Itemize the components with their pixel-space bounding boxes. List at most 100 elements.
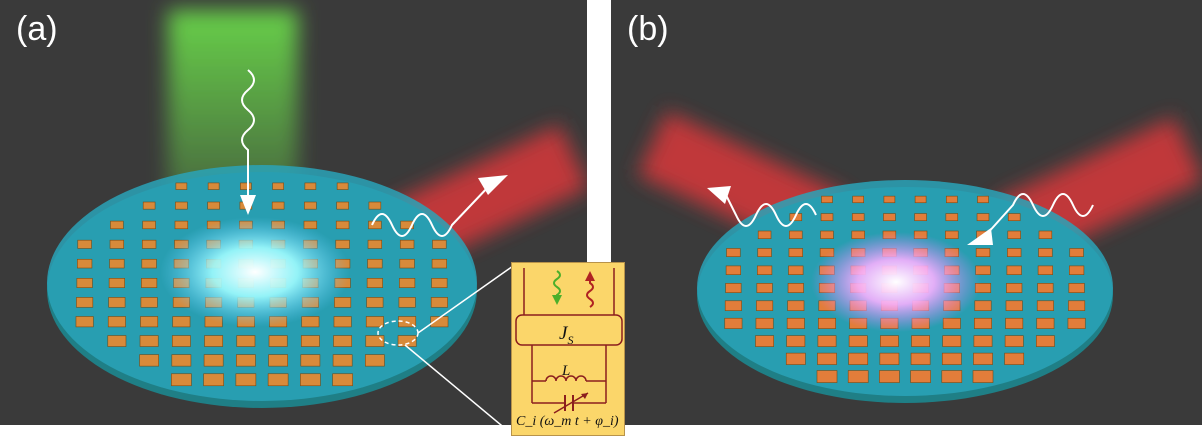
metasurface-pad bbox=[818, 317, 836, 329]
metasurface-pad bbox=[1035, 335, 1055, 347]
metasurface-pad bbox=[1005, 300, 1023, 311]
metasurface-pad bbox=[757, 248, 772, 257]
metasurface-pad bbox=[787, 283, 804, 293]
metasurface-pad bbox=[109, 258, 125, 269]
metasurface-pad bbox=[787, 300, 805, 311]
panel-b: (b) bbox=[611, 0, 1202, 425]
metasurface-pad bbox=[267, 373, 289, 387]
callout-line-bottom bbox=[404, 344, 503, 425]
metasurface-pad bbox=[367, 239, 383, 249]
metasurface-pad bbox=[1007, 248, 1022, 257]
metasurface-pad bbox=[398, 297, 416, 308]
metasurface-pad bbox=[367, 258, 383, 269]
metasurface-pad bbox=[788, 248, 803, 257]
metasurface-pad bbox=[817, 352, 837, 365]
metasurface-pad bbox=[910, 370, 931, 383]
metasurface-pad bbox=[883, 213, 896, 222]
pump-glow bbox=[160, 217, 350, 327]
wavy-arrow-out-icon bbox=[371, 184, 491, 237]
metasurface-pad bbox=[333, 335, 353, 347]
metasurface-pad bbox=[271, 201, 285, 210]
metasurface-pad bbox=[430, 316, 449, 328]
metasurface-pad bbox=[336, 201, 349, 210]
metasurface-pad bbox=[816, 370, 838, 383]
metasurface-pad bbox=[1004, 335, 1024, 347]
metasurface-pad bbox=[431, 278, 448, 288]
metasurface-pad bbox=[240, 182, 252, 190]
metasurface-pad bbox=[945, 230, 959, 240]
metasurface-pad bbox=[910, 352, 931, 365]
wavy-arrow-up-icon bbox=[586, 279, 594, 308]
panel-a-illustration bbox=[47, 10, 587, 425]
metasurface-pad bbox=[366, 278, 383, 288]
metasurface-pad bbox=[941, 370, 963, 383]
metasurface-pad bbox=[973, 335, 993, 347]
junction-label: JS bbox=[559, 323, 574, 347]
metasurface-pad bbox=[725, 265, 741, 275]
metasurface-pad bbox=[76, 297, 94, 308]
metasurface-pad bbox=[171, 354, 192, 367]
metasurface-pad bbox=[786, 317, 805, 329]
metasurface-pad bbox=[399, 239, 415, 249]
metasurface-pad bbox=[1068, 300, 1086, 311]
arrow-head-out-left bbox=[707, 186, 731, 204]
metasurface-pad bbox=[304, 182, 317, 190]
metasurface-pad bbox=[109, 239, 125, 249]
arrow-head-down bbox=[240, 195, 256, 215]
metasurface-pad bbox=[941, 352, 962, 365]
metasurface-pad bbox=[430, 297, 448, 308]
metasurface-pad bbox=[400, 220, 414, 230]
panel-label-a: (a) bbox=[16, 10, 58, 48]
metasurface-pad bbox=[235, 373, 257, 387]
metasurface-pad bbox=[268, 335, 288, 347]
metasurface-pad bbox=[368, 220, 382, 230]
metasurface-pad bbox=[724, 317, 743, 329]
capacitor-label: C_i (ω_m t + φ_i) bbox=[516, 414, 619, 429]
metasurface-pad bbox=[140, 297, 158, 308]
metasurface-pad bbox=[107, 335, 127, 347]
metasurface-pad bbox=[1068, 265, 1085, 275]
metasurface-pad bbox=[175, 201, 188, 210]
metasurface-pad bbox=[879, 335, 899, 347]
metasurface-pad bbox=[883, 195, 896, 204]
metasurface-pad bbox=[107, 316, 126, 328]
metasurface-pad bbox=[1037, 283, 1054, 293]
metasurface-pad bbox=[332, 373, 353, 387]
metasurface-pad bbox=[236, 335, 256, 347]
metasurface-pad bbox=[879, 352, 900, 365]
arrow-head-out bbox=[478, 175, 508, 195]
metasurface-pad bbox=[1067, 317, 1086, 329]
metasurface-pad bbox=[139, 335, 159, 347]
metasurface-pad bbox=[821, 195, 833, 204]
metasurface-pad bbox=[726, 248, 741, 257]
metasurface-pad bbox=[974, 317, 992, 329]
inductor-icon bbox=[545, 375, 587, 382]
wavy-arrow-in-icon bbox=[985, 193, 1094, 236]
variable-capacitor-icon bbox=[553, 392, 589, 414]
metasurface-pad bbox=[914, 195, 927, 204]
metasurface-pad bbox=[141, 239, 157, 249]
metasurface-pad bbox=[140, 316, 159, 328]
metasurface-pad bbox=[1006, 265, 1022, 275]
metasurface-pad bbox=[847, 370, 869, 383]
metasurface-pad bbox=[365, 316, 384, 328]
metasurface-pad bbox=[77, 239, 92, 249]
metasurface-pad bbox=[368, 201, 382, 210]
panel-a: (a) bbox=[0, 0, 587, 425]
metasurface-pad bbox=[789, 230, 803, 240]
metasurface-pad bbox=[432, 239, 447, 249]
metasurface-pad bbox=[204, 335, 224, 347]
wavy-arrow-down-icon bbox=[241, 69, 255, 200]
metasurface-pad bbox=[141, 278, 158, 288]
metasurface-pad bbox=[300, 373, 321, 387]
metasurface-pad bbox=[431, 258, 447, 269]
metasurface-pad bbox=[142, 220, 156, 230]
metasurface-pad bbox=[1005, 317, 1024, 329]
metasurface-pad bbox=[1007, 230, 1021, 240]
metasurface-pad bbox=[848, 352, 869, 365]
metasurface-pad bbox=[755, 335, 775, 347]
josephson-box bbox=[515, 314, 623, 346]
metasurface-pad bbox=[1007, 213, 1021, 222]
metasurface-pad bbox=[236, 354, 256, 367]
callout-line-top bbox=[417, 265, 514, 334]
